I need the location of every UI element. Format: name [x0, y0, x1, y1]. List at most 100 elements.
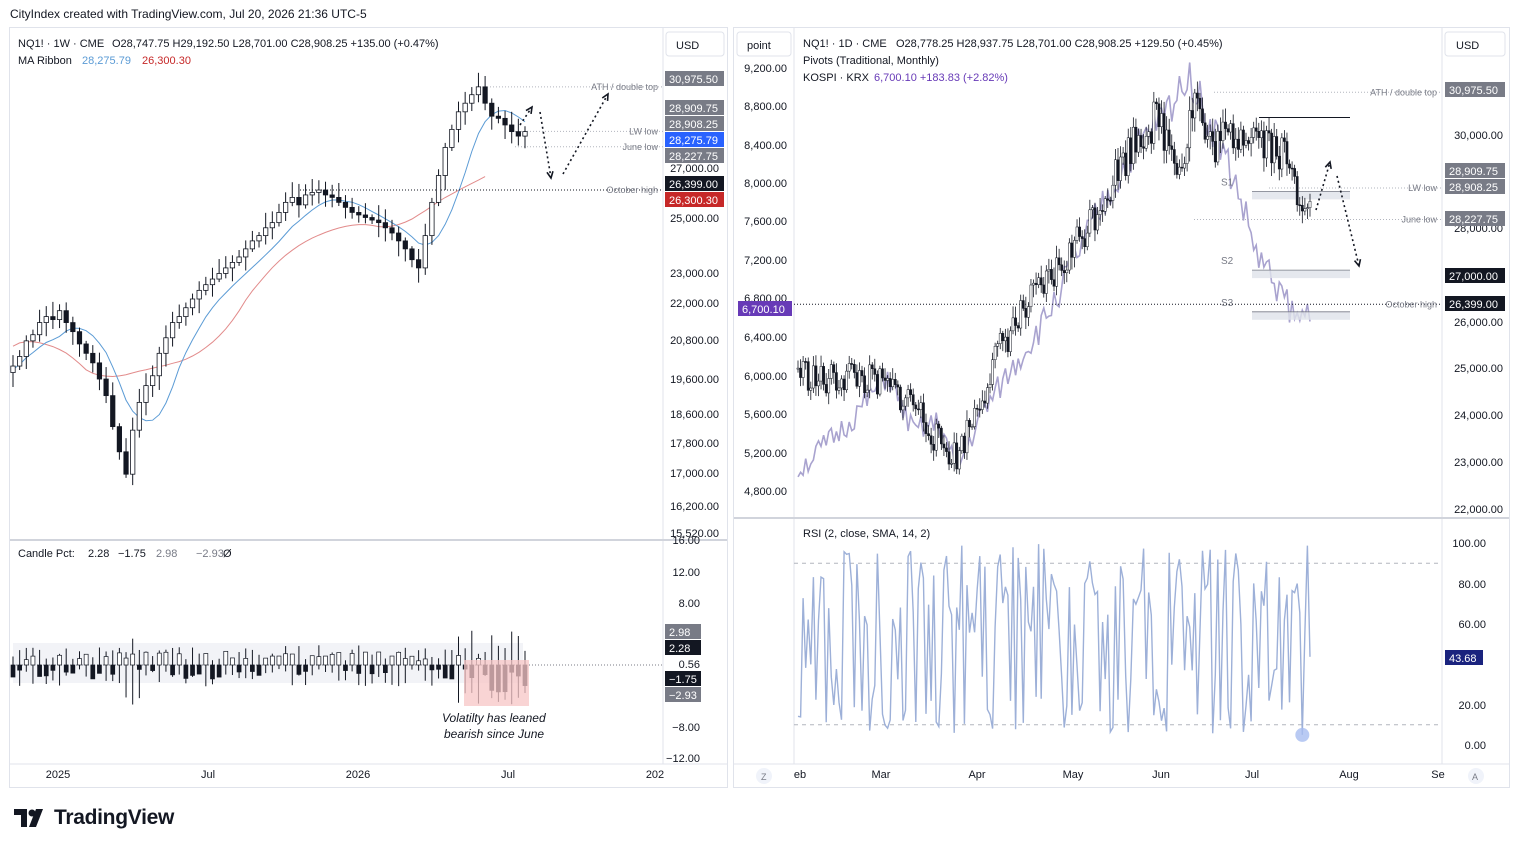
- daily-candle: [860, 370, 864, 377]
- daily-candle: [1052, 279, 1056, 287]
- weekly-candle: [475, 86, 482, 96]
- left-price-tick: 25,000.00: [670, 213, 719, 225]
- candle-pct-bar: [57, 654, 62, 666]
- daily-candle: [827, 378, 831, 394]
- candle-pct-bar: [150, 664, 155, 671]
- right-price-badge-5-text: 26,399.00: [1449, 299, 1498, 311]
- left-price-badge-1-text: 28,909.75: [669, 103, 718, 115]
- left-arrow-up-small-head: [525, 105, 534, 115]
- daily-candle: [1183, 163, 1186, 169]
- candle-pct-bar: [216, 664, 222, 678]
- left-chart-svg[interactable]: NQ1! · 1W · CME O28,747.75 H29,192.50 L2…: [10, 28, 727, 787]
- auto-scale-label: A: [1472, 772, 1478, 782]
- daily-candle: [1213, 141, 1217, 163]
- weekly-candle: [469, 94, 475, 104]
- left-price-tick: 19,600.00: [670, 374, 719, 386]
- daily-candle: [1201, 108, 1204, 124]
- weekly-candle: [110, 395, 116, 428]
- left-level-label-3: October high: [606, 185, 658, 195]
- daily-candle: [1014, 317, 1017, 326]
- weekly-candle: [243, 248, 249, 258]
- right-level-label-1: LW low: [1408, 183, 1437, 193]
- daily-candle: [1249, 137, 1253, 144]
- weekly-candle: [50, 316, 56, 320]
- daily-candle: [814, 365, 818, 387]
- candle-pct-badge-0-text: 2.98: [669, 627, 690, 639]
- daily-candle: [881, 368, 884, 379]
- right-left-axis-title-box[interactable]: [736, 31, 792, 57]
- daily-candle: [1193, 92, 1197, 119]
- daily-candle: [1160, 113, 1163, 127]
- candle-pct-bar: [256, 664, 262, 676]
- left-price-badge-3-text: 28,275.79: [669, 135, 718, 147]
- rsi-line: [797, 544, 1311, 735]
- daily-candle: [1265, 130, 1268, 159]
- candle-pct-bar: [243, 658, 249, 666]
- daily-candle: [937, 423, 941, 429]
- candle-pct-bar: [130, 653, 136, 666]
- weekly-candle: [416, 259, 422, 269]
- daily-candle: [927, 433, 930, 437]
- weekly-candle: [455, 111, 462, 130]
- right-chart-panel[interactable]: point USD NQ1! · 1D · CME O28,778.25 H28…: [733, 27, 1510, 788]
- daily-candle: [1001, 333, 1005, 342]
- right-legend-pivots: Pivots (Traditional, Monthly): [803, 55, 939, 67]
- left-ma-fast-value: 28,275.79: [82, 55, 131, 67]
- right-price-badge-0: 30,975.50: [1445, 82, 1505, 97]
- right-price-tick: 22,000.00: [1454, 504, 1503, 516]
- right-currency-button[interactable]: [1444, 31, 1506, 57]
- candle-pct-bar: [402, 658, 408, 666]
- weekly-candle: [23, 340, 29, 357]
- candle-pct-bar: [343, 664, 348, 671]
- daily-candle: [916, 408, 920, 411]
- weekly-candle: [409, 248, 415, 261]
- weekly-candle: [495, 115, 502, 119]
- daily-candle: [1032, 282, 1035, 286]
- left-chart-panel[interactable]: NQ1! · 1W · CME O28,747.75 H29,192.50 L2…: [9, 27, 728, 788]
- kospi-axis-tick: 8,800.00: [744, 101, 787, 113]
- daily-candle: [893, 379, 897, 385]
- right-arrow-up-head: [1324, 160, 1332, 170]
- left-currency-button[interactable]: [665, 31, 725, 57]
- weekly-candle: [17, 356, 23, 367]
- daily-candle: [1047, 269, 1051, 272]
- daily-candle: [799, 367, 802, 378]
- right-price-badge-1-box: [1445, 163, 1505, 178]
- weekly-candle: [482, 86, 488, 104]
- daily-candle: [1239, 129, 1243, 150]
- daily-candle: [1019, 300, 1023, 329]
- candle-pct-legend-value: −1.75: [118, 548, 146, 560]
- daily-candle: [1101, 210, 1104, 212]
- candle-pct-badge-2-text: −1.75: [669, 674, 697, 686]
- left-price-badge-1: 28,909.75: [665, 100, 724, 115]
- weekly-candle: [103, 378, 109, 397]
- weekly-candle: [76, 331, 83, 345]
- daily-candle: [1226, 128, 1230, 133]
- candle-pct-bar: [363, 651, 368, 666]
- daily-candle: [1011, 317, 1015, 332]
- candle-pct-bar: [10, 664, 16, 678]
- daily-candle: [942, 443, 946, 449]
- weekly-candle: [402, 240, 408, 250]
- kospi-last-badge-box: [738, 301, 792, 316]
- candle-pct-bar: [17, 664, 22, 671]
- daily-candle: [1065, 269, 1069, 274]
- daily-candle: [983, 400, 987, 404]
- weekly-candle: [389, 227, 395, 234]
- right-chart-svg[interactable]: point USD NQ1! · 1D · CME O28,778.25 H28…: [734, 28, 1509, 787]
- auto-scale-button[interactable]: [1468, 768, 1484, 784]
- tradingview-logo[interactable]: TradingView: [14, 806, 174, 830]
- left-price-tick: 15,520.00: [670, 528, 719, 540]
- left-level-label-1: LW low: [629, 126, 658, 136]
- daily-candle: [896, 384, 900, 388]
- zoom-corner-button[interactable]: [756, 768, 772, 784]
- daily-candle: [1144, 135, 1148, 149]
- weekly-candle: [329, 194, 335, 198]
- daily-candle: [1083, 238, 1087, 247]
- candle-pct-bar: [123, 657, 129, 666]
- daily-candle: [978, 409, 982, 411]
- candle-pct-bar: [23, 659, 29, 666]
- daily-candle: [1004, 336, 1007, 342]
- candle-pct-bar: [269, 655, 275, 666]
- daily-candle: [1254, 127, 1258, 132]
